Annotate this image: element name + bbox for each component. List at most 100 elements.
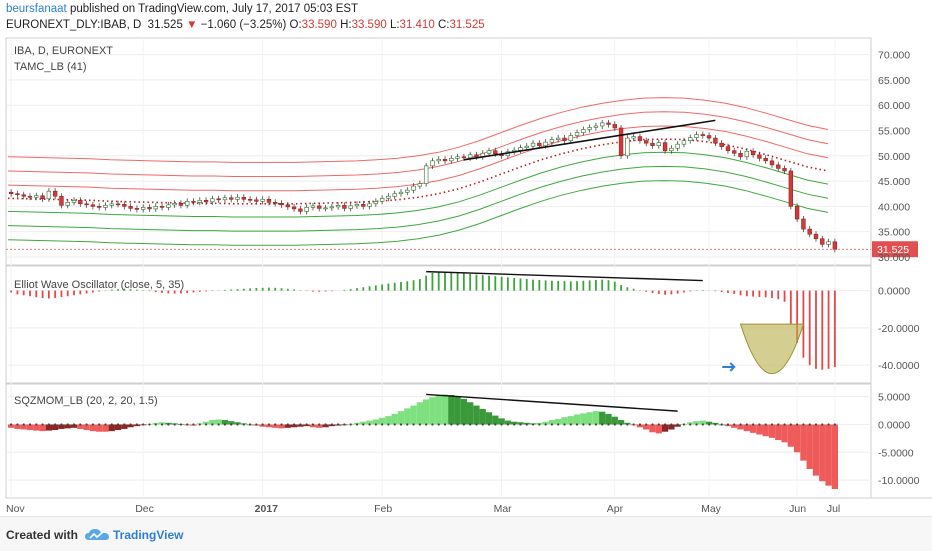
candle-up (631, 136, 636, 139)
tradingview-brand-link[interactable]: TradingView (113, 528, 184, 542)
candle-up (530, 142, 536, 147)
sqz-bar (39, 424, 46, 432)
sqz-bar (322, 424, 329, 428)
candle-up (656, 142, 661, 146)
sqz-bar (316, 424, 323, 428)
price-tick-label: 70.000 (878, 50, 910, 62)
sqz-dot (689, 423, 692, 426)
high-value: 33.590 (351, 19, 387, 31)
sqz-dot (186, 423, 189, 426)
price-tick-label: 55.000 (878, 126, 910, 138)
candle-down (782, 168, 787, 172)
candle-down (801, 218, 806, 230)
sqz-dot (362, 423, 365, 426)
sqz-bar (749, 424, 757, 433)
author-link[interactable]: beursfanaat (6, 3, 67, 15)
candle-up (260, 198, 265, 202)
sqz-bar (555, 418, 562, 425)
sqz-bar (265, 424, 273, 428)
upper-band-line (7, 97, 829, 163)
sqz-tick-label: 5.0000 (878, 392, 910, 404)
sqz-bar (221, 420, 229, 425)
sqz-dot (638, 423, 642, 426)
candle-down (606, 122, 611, 125)
candle-down (612, 124, 617, 129)
ewo-tick-label: -40.0000 (878, 360, 920, 372)
sqz-bar (96, 424, 103, 432)
candle-down (178, 203, 184, 206)
time-tick-label: Jul (827, 503, 840, 515)
candle-up (417, 183, 423, 187)
sqz-bar (441, 394, 449, 425)
sqz-dot (431, 423, 434, 426)
sqz-dot (538, 423, 541, 426)
sqz-dot (752, 423, 755, 426)
sqz-tick-label: -5.0000 (878, 447, 914, 459)
candle-down (78, 199, 83, 205)
candle-up (172, 203, 177, 206)
lower-band-line (7, 165, 829, 232)
time-tick-label: Dec (135, 503, 154, 515)
sqz-dot (814, 423, 818, 426)
candle-down (713, 137, 718, 144)
sqz-dot (91, 423, 94, 426)
sqz-bar (284, 424, 291, 428)
candle-down (59, 195, 64, 206)
sqz-dot (657, 423, 660, 426)
sqz-dot (582, 423, 585, 426)
sqz-bar (643, 424, 650, 430)
sqz-bar (102, 424, 109, 432)
candle-down (96, 206, 102, 208)
candle-up (335, 205, 341, 208)
candle-down (706, 135, 712, 139)
candle-up (65, 202, 70, 206)
candle-down (21, 194, 26, 197)
ewo-pane[interactable] (10, 270, 836, 374)
open-value: 33.590 (301, 19, 337, 31)
sqz-legend: SQZMOM_LB (20, 2, 20, 1.5) (14, 395, 158, 407)
candle-up (222, 197, 228, 201)
sqz-bar (473, 405, 480, 425)
candle-down (493, 150, 498, 155)
candle-down (650, 142, 655, 146)
sqz-bar (605, 413, 612, 425)
candle-down (279, 203, 284, 206)
candle-up (153, 206, 158, 210)
candle-down (147, 207, 152, 210)
candle-down (254, 199, 259, 202)
candle-down (317, 205, 322, 209)
price-pane[interactable]: 31.525 (6, 97, 918, 258)
sqz-bar (467, 402, 474, 425)
sqz-dot (217, 423, 220, 426)
sqz-dot (525, 423, 528, 426)
sqz-pane[interactable] (8, 393, 838, 489)
price-tick-label: 50.000 (878, 151, 910, 163)
sqz-dot (827, 423, 830, 426)
candle-up (744, 150, 750, 158)
low-value: 31.410 (399, 19, 435, 31)
candle-down (662, 142, 668, 152)
time-tick-label: 2017 (255, 503, 279, 515)
sqz-bar (573, 414, 581, 425)
sqz-dot (305, 423, 308, 426)
sqz-bar (586, 412, 593, 425)
sqz-bar (378, 417, 386, 425)
chart-area[interactable]: 31.525 70.000 65.000 60.000 55.000 50.000 45.… (0, 0, 932, 516)
sqz-bar (114, 424, 122, 431)
sqz-dot (10, 423, 13, 426)
sqz-dot (167, 423, 170, 426)
price-tick-label: 65.000 (878, 75, 910, 87)
publish-info: beursfanaat published on TradingView.com… (6, 3, 358, 15)
sqz-dot (123, 423, 126, 426)
sqz-dot (676, 423, 679, 426)
gridlines (6, 38, 871, 498)
sqz-dot (337, 423, 340, 426)
sqz-dot (663, 423, 667, 426)
open-label: O: (289, 19, 302, 31)
candle-down (266, 198, 272, 203)
sqz-dot (311, 423, 315, 426)
sqz-bar (831, 424, 838, 489)
sqz-bar (83, 424, 90, 431)
price-tick-label: 40.000 (878, 201, 910, 213)
candle-up (587, 127, 592, 130)
